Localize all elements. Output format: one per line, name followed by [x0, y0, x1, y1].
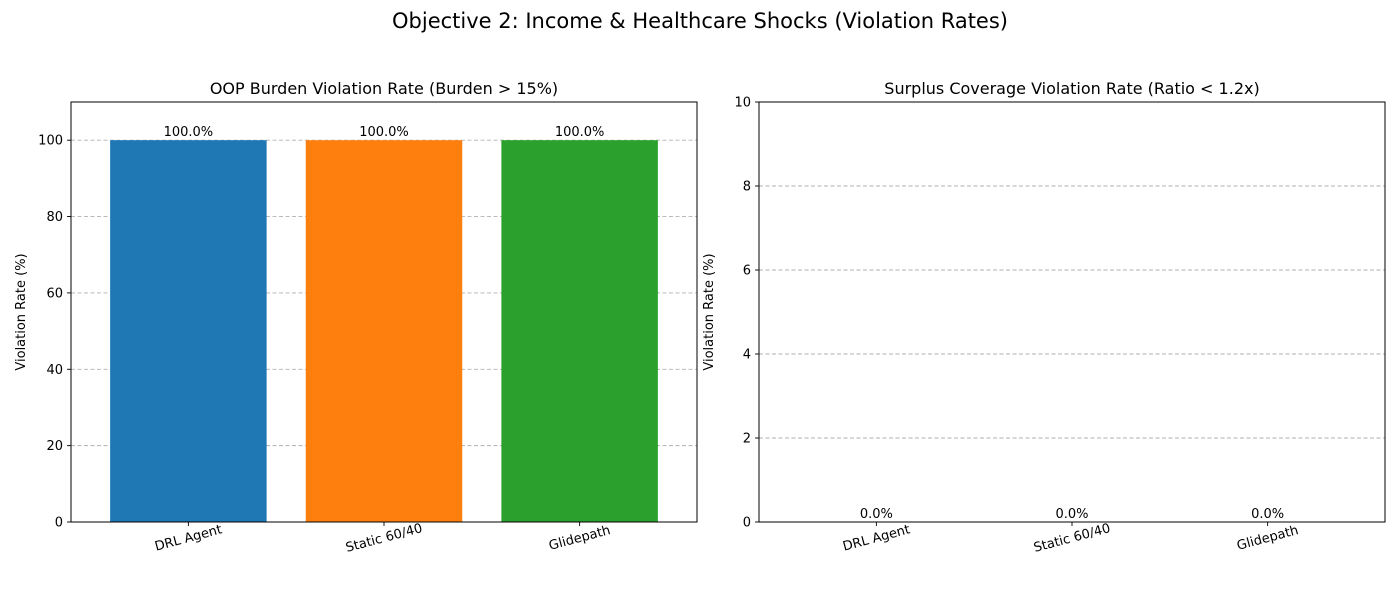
bar-value-label: 100.0%: [359, 125, 409, 140]
y-tick-label: 6: [743, 264, 751, 279]
bar: [305, 140, 463, 522]
y-tick-label: 60: [46, 286, 63, 301]
y-tick-label: 0: [743, 516, 751, 531]
bar-value-label: 0.0%: [860, 507, 893, 522]
bar-value-label: 0.0%: [1251, 507, 1284, 522]
y-tick-label: 20: [46, 439, 63, 454]
axes-title: Surplus Coverage Violation Rate (Ratio <…: [884, 79, 1259, 98]
bar-value-label: 100.0%: [164, 125, 214, 140]
y-axis-label: Violation Rate (%): [14, 253, 29, 370]
figure-title: Objective 2: Income & Healthcare Shocks …: [392, 9, 1008, 33]
y-tick-label: 40: [46, 363, 63, 378]
y-axis-label: Violation Rate (%): [702, 253, 717, 370]
bar: [110, 140, 267, 522]
axes-frame: [758, 101, 1386, 523]
y-tick-label: 0: [55, 516, 63, 531]
y-tick-label: 80: [46, 210, 63, 225]
y-tick-label: 4: [743, 348, 751, 363]
bar-value-label: 100.0%: [555, 125, 605, 140]
bar: [501, 140, 658, 522]
axes-frame: [70, 101, 698, 523]
y-tick-label: 100: [38, 134, 63, 149]
y-tick-label: 10: [734, 96, 751, 111]
bar-value-label: 0.0%: [1055, 507, 1088, 522]
y-tick-label: 8: [743, 180, 751, 195]
axes-title: OOP Burden Violation Rate (Burden > 15%): [210, 79, 558, 98]
y-tick-label: 2: [743, 432, 751, 447]
